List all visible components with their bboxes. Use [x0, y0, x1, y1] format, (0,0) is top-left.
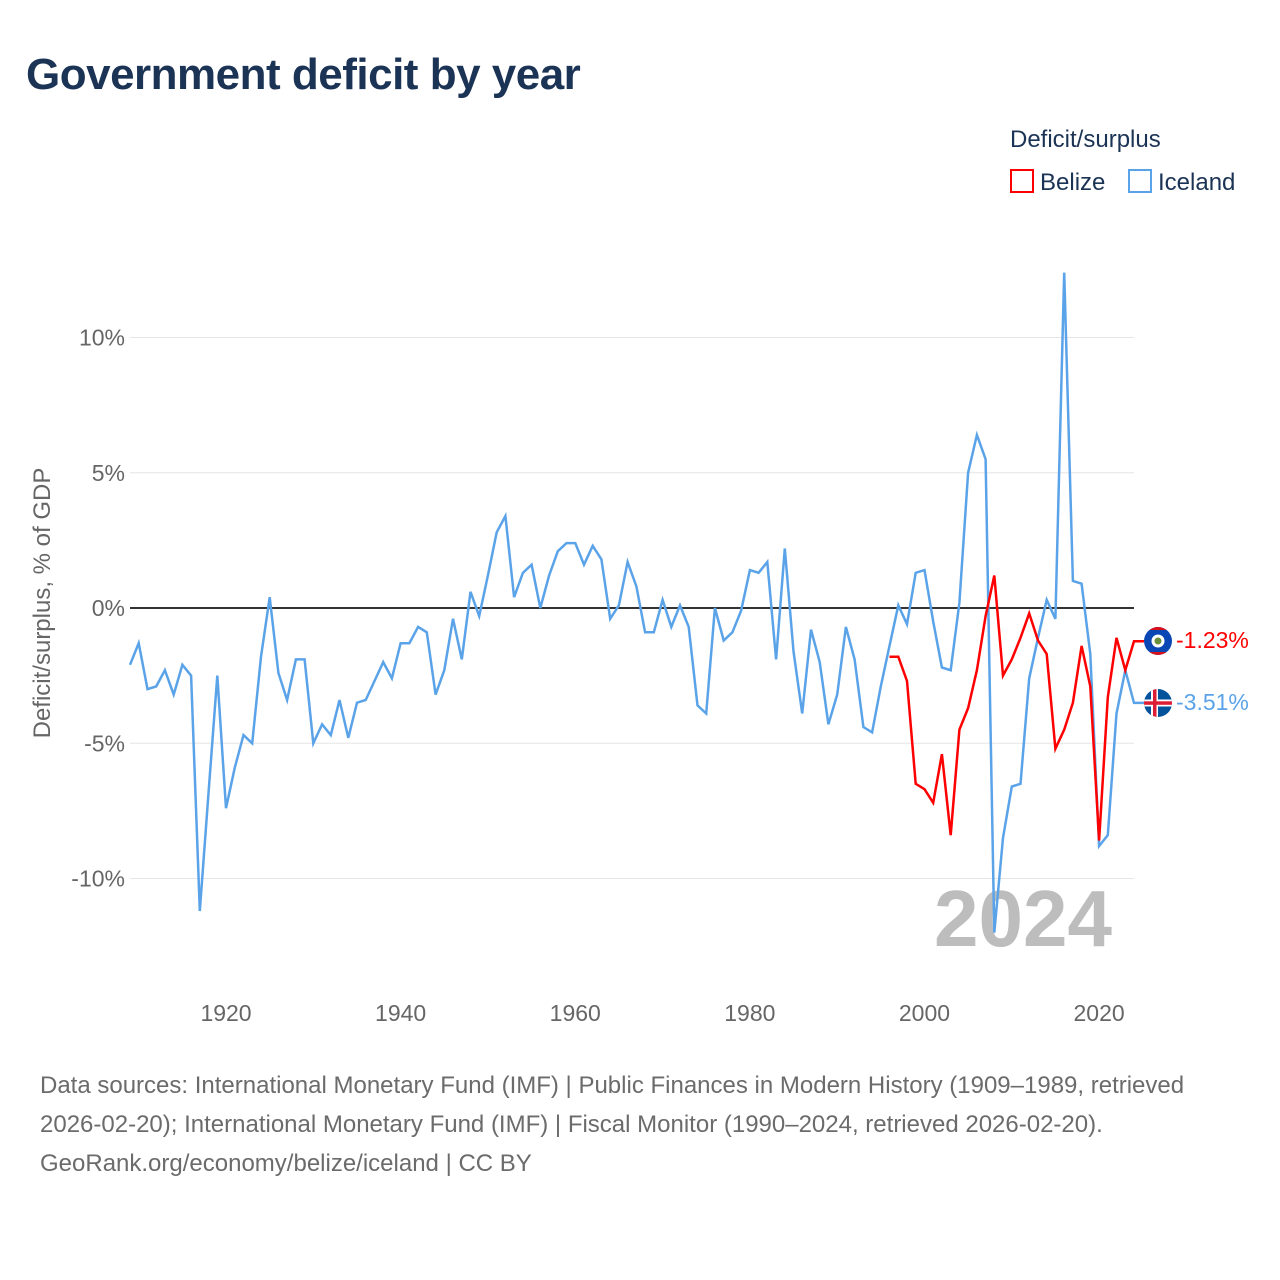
iceland-end-label: -3.51%	[1176, 689, 1249, 715]
y-tick-label: -5%	[84, 730, 125, 756]
y-axis-ticks: 10% 5% 0% -5% -10%	[71, 325, 125, 892]
credit-link[interactable]: GeoRank.org/economy/belize/iceland | CC …	[40, 1150, 532, 1177]
legend-item-iceland[interactable]: Iceland	[1128, 169, 1235, 196]
y-tick-label: 5%	[92, 460, 125, 486]
legend-swatch-iceland	[1128, 169, 1152, 193]
x-tick-label: 2000	[899, 1000, 950, 1026]
legend: Deficit/surplus Belize Iceland	[1010, 126, 1235, 196]
x-axis-ticks: 1920 1940 1960 1980 2000 2020	[200, 1000, 1124, 1026]
belize-end-label: -1.23%	[1176, 627, 1249, 653]
legend-title: Deficit/surplus	[1010, 126, 1161, 153]
x-tick-label: 1920	[200, 1000, 251, 1026]
year-watermark: 2024	[934, 874, 1112, 963]
data-sources: Data sources: International Monetary Fun…	[40, 1072, 1185, 1138]
x-tick-label: 2020	[1073, 1000, 1124, 1026]
chart-title: Government deficit by year	[26, 50, 581, 99]
legend-label-belize: Belize	[1040, 169, 1105, 196]
series-lines	[128, 272, 1144, 933]
footer: Data sources: International Monetary Fun…	[40, 1066, 1240, 1183]
y-tick-label: 0%	[92, 595, 125, 621]
iceland-end-marker: -3.51%	[1144, 689, 1249, 717]
y-tick-label: 10%	[79, 325, 125, 351]
legend-swatch-belize	[1010, 169, 1034, 193]
legend-label-iceland: Iceland	[1158, 169, 1235, 196]
x-tick-label: 1940	[375, 1000, 426, 1026]
belize-flag-icon	[1144, 627, 1172, 655]
legend-item-belize[interactable]: Belize	[1010, 169, 1105, 196]
line-chart: 10%5%0%-5%-10% 1920 1940 1960 1980 2000 2020 …	[29, 126, 1249, 1026]
x-tick-label: 1960	[550, 1000, 601, 1026]
iceland-flag-icon	[1144, 689, 1172, 717]
series-line-belize	[889, 575, 1144, 841]
y-tick-label: -10%	[71, 866, 125, 892]
y-axis-label: Deficit/surplus, % of GDP	[29, 468, 56, 739]
x-tick-label: 1980	[724, 1000, 775, 1026]
belize-end-marker: -1.23%	[1144, 627, 1249, 655]
gridlines	[130, 337, 1134, 879]
series-line-iceland	[128, 272, 1144, 933]
